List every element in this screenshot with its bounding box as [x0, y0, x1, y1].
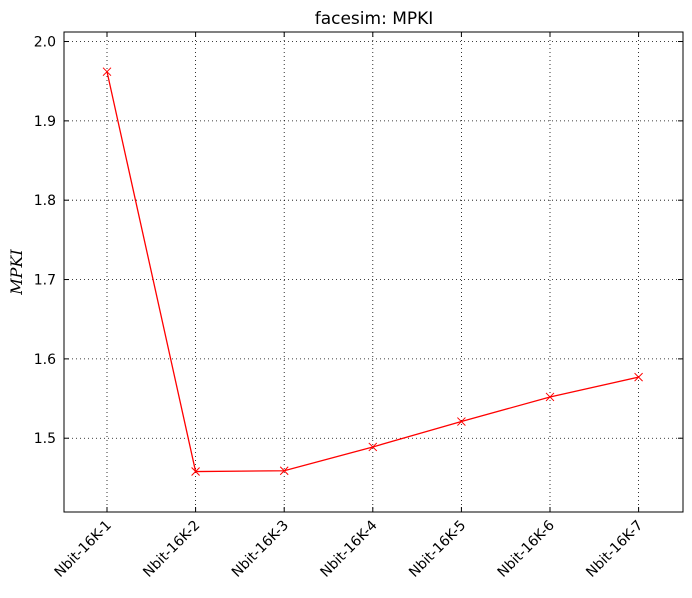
series-layer	[102, 67, 643, 476]
data-point-marker	[368, 442, 378, 452]
y-axis-label: MPKI	[7, 249, 26, 296]
y-tick-label: 1.6	[34, 352, 56, 368]
y-ticks: 1.5 1.6 1.7 1.8 1.9 2.0	[34, 35, 683, 447]
plot-frame	[63, 31, 684, 513]
y-tick-label: 1.8	[34, 193, 56, 209]
y-tick-label: 1.9	[34, 114, 56, 130]
x-tick-label: Nbit-16K-7	[583, 518, 646, 581]
x-tick-label: Nbit-16K-6	[495, 517, 558, 580]
series-line	[106, 71, 639, 473]
x-tick-label: Nbit-16K-2	[140, 518, 203, 581]
data-point-marker	[191, 467, 200, 476]
x-tick-label: Nbit-16K-1	[52, 518, 115, 581]
data-point-marker	[102, 67, 112, 77]
grid-layer	[64, 32, 683, 512]
y-tick-label: 1.7	[34, 273, 56, 289]
y-tick-label: 1.5	[34, 431, 56, 447]
x-tick-label: Nbit-16K-5	[406, 518, 469, 581]
x-tick-label: Nbit-16K-4	[317, 517, 380, 580]
chart-title: facesim: MPKI	[315, 9, 434, 29]
x-ticks: Nbit-16K-1 Nbit-16K-2 Nbit-16K-3 Nbit-16K-4…	[52, 32, 646, 581]
data-point-marker	[545, 392, 555, 402]
y-tick-label: 2.0	[34, 35, 56, 51]
data-point-marker	[634, 372, 643, 382]
data-point-marker	[457, 417, 466, 426]
x-tick-label: Nbit-16K-3	[229, 518, 292, 581]
data-point-marker	[279, 466, 289, 476]
